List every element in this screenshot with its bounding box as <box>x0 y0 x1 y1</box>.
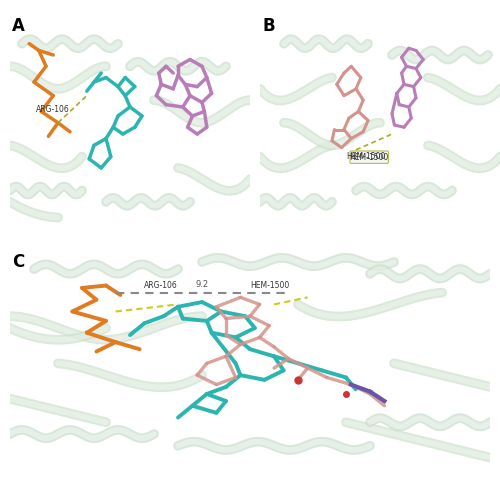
Text: ARG-106: ARG-106 <box>36 105 70 114</box>
Text: A: A <box>12 17 26 34</box>
Text: B: B <box>262 17 275 34</box>
Text: HEM-1500: HEM-1500 <box>250 281 289 290</box>
Text: C: C <box>12 252 24 271</box>
Text: ARG-106: ARG-106 <box>144 281 178 290</box>
FancyBboxPatch shape <box>350 151 389 164</box>
Text: 9.2: 9.2 <box>196 280 208 289</box>
Text: HEM-1500: HEM-1500 <box>346 152 385 161</box>
Text: HEM-1500: HEM-1500 <box>350 153 389 162</box>
